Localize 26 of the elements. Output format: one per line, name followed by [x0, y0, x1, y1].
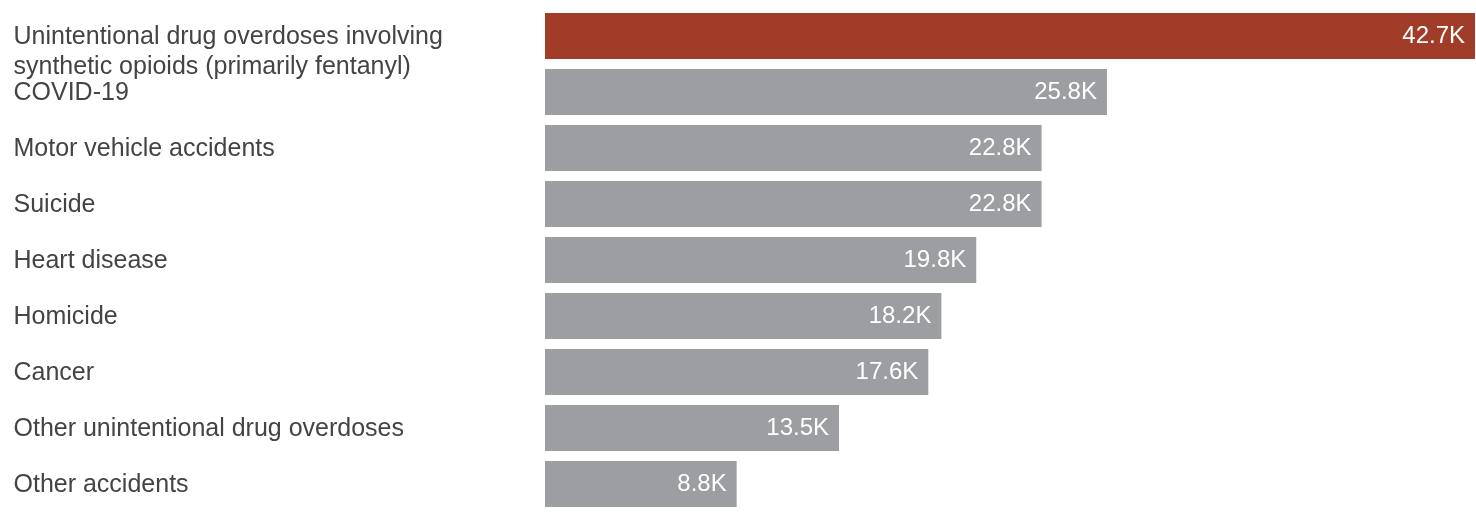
- data-label: 17.6K: [855, 357, 919, 384]
- data-label: 22.8K: [968, 133, 1032, 160]
- y-tick-label: Suicide: [13, 189, 96, 217]
- y-tick-label: Heart disease: [13, 245, 168, 273]
- bar: [545, 461, 737, 507]
- y-tick-label: Other unintentional drug overdoses: [13, 413, 405, 441]
- y-tick-label: Unintentional drug overdoses involving synthetic opioids (primarily fentanyl): [13, 21, 443, 79]
- y-tick-label: Homicide: [13, 301, 118, 329]
- data-label: 22.8K: [968, 189, 1032, 216]
- bar: [545, 13, 1475, 59]
- bar: [545, 349, 929, 395]
- data-label: 18.2K: [868, 301, 932, 328]
- data-label: 19.8K: [903, 245, 967, 272]
- data-label: 13.5K: [766, 413, 830, 440]
- y-tick-label: Other accidents: [13, 469, 189, 497]
- bar: [545, 405, 840, 451]
- data-label: 8.8K: [677, 469, 727, 496]
- bar: [545, 237, 977, 283]
- data-label: 25.8K: [1034, 77, 1097, 104]
- bar: [545, 125, 1042, 171]
- bar: [545, 293, 942, 339]
- bar: [545, 181, 1042, 227]
- y-tick-label: Motor vehicle accidents: [13, 133, 275, 161]
- data-label: 42.7K: [1402, 21, 1465, 48]
- y-tick-label: Cancer: [13, 357, 95, 385]
- bar: [545, 69, 1107, 115]
